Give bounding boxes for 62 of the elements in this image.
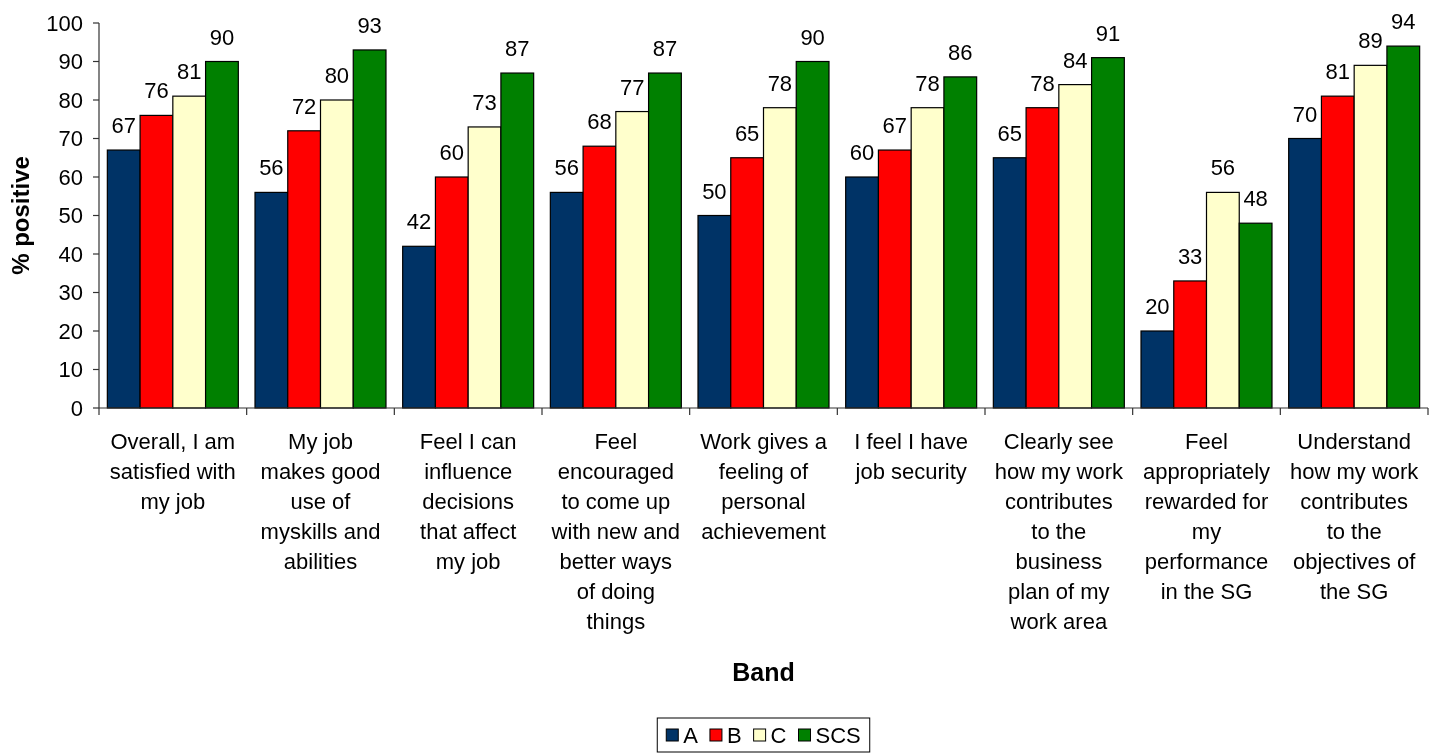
data-label: 65 — [734, 120, 760, 146]
y-tick-label: 20 — [58, 318, 83, 344]
data-label: 77 — [619, 74, 645, 100]
data-label: 67 — [111, 113, 136, 139]
data-label: 60 — [439, 140, 465, 165]
data-label: 87 — [505, 36, 530, 62]
x-tick-label: Overall, I am satisfied with my job — [109, 429, 236, 514]
legend-label: A — [683, 722, 699, 748]
legend-label: B — [726, 722, 742, 748]
data-label: 72 — [291, 93, 317, 119]
data-label: 94 — [1391, 9, 1416, 35]
y-tick-label: 10 — [58, 357, 83, 382]
x-axis-title: Band — [732, 658, 795, 686]
y-tick-label: 60 — [58, 164, 83, 190]
y-tick-label: 50 — [58, 203, 83, 228]
y-tick-label: 100 — [46, 10, 83, 36]
data-label: 93 — [357, 12, 382, 38]
data-label: 87 — [652, 36, 678, 62]
y-axis-title: % positive — [6, 156, 34, 275]
x-tick-label: Feel encouraged to come up with new and better ways of doing things — [550, 429, 681, 634]
data-label: 89 — [1358, 28, 1383, 54]
data-label: 65 — [997, 120, 1022, 146]
data-label: 70 — [1292, 101, 1318, 127]
data-label: 67 — [882, 113, 908, 139]
data-label: 81 — [176, 59, 202, 85]
x-tick-label: I feel I have job security — [854, 429, 969, 484]
legend-label: SCS — [815, 722, 861, 748]
data-label: 50 — [702, 178, 727, 204]
data-label: 91 — [1095, 20, 1121, 46]
data-label: 78 — [915, 70, 940, 96]
data-label: 84 — [1062, 47, 1088, 73]
data-label: 90 — [800, 24, 825, 50]
data-label: 48 — [1243, 186, 1268, 212]
x-tick-label: Feel I can influence decisions that affect my job — [419, 429, 517, 574]
y-tick-label: 30 — [58, 280, 83, 305]
y-tick-label: 0 — [70, 395, 83, 421]
y-tick-label: 80 — [58, 87, 83, 113]
data-label: 68 — [587, 109, 612, 135]
x-tick-label: Work gives a feeling of personal achievement — [700, 429, 828, 544]
data-label: 42 — [406, 209, 432, 235]
data-label: 81 — [1325, 59, 1351, 85]
data-label: 73 — [472, 89, 497, 115]
legend-label: C — [770, 722, 787, 748]
y-tick-label: 90 — [58, 49, 83, 74]
data-label: 76 — [144, 78, 169, 104]
x-tick-label: Clearly see how my work contributes to the business plan of my work area — [994, 429, 1125, 634]
x-tick-label: Feel appropriately rewarded for my performance in the SG — [1142, 429, 1271, 604]
data-label: 86 — [948, 39, 973, 65]
data-label: 56 — [1210, 155, 1236, 181]
data-label: 80 — [324, 63, 350, 88]
data-label: 78 — [767, 70, 793, 96]
y-tick-label: 40 — [58, 241, 83, 267]
data-label: 56 — [259, 155, 284, 181]
data-label: 78 — [1030, 70, 1055, 96]
data-label: 33 — [1177, 243, 1203, 269]
data-label: 56 — [554, 155, 579, 181]
data-label: 60 — [849, 140, 875, 165]
data-label: 20 — [1145, 294, 1170, 319]
y-tick-label: 70 — [58, 126, 83, 151]
data-label: 90 — [209, 24, 235, 50]
x-tick-label: My job makes good use of myskills and abilities — [260, 429, 381, 574]
x-tick-label: Understand how my work contributes to the objectives of the SG — [1289, 429, 1420, 604]
